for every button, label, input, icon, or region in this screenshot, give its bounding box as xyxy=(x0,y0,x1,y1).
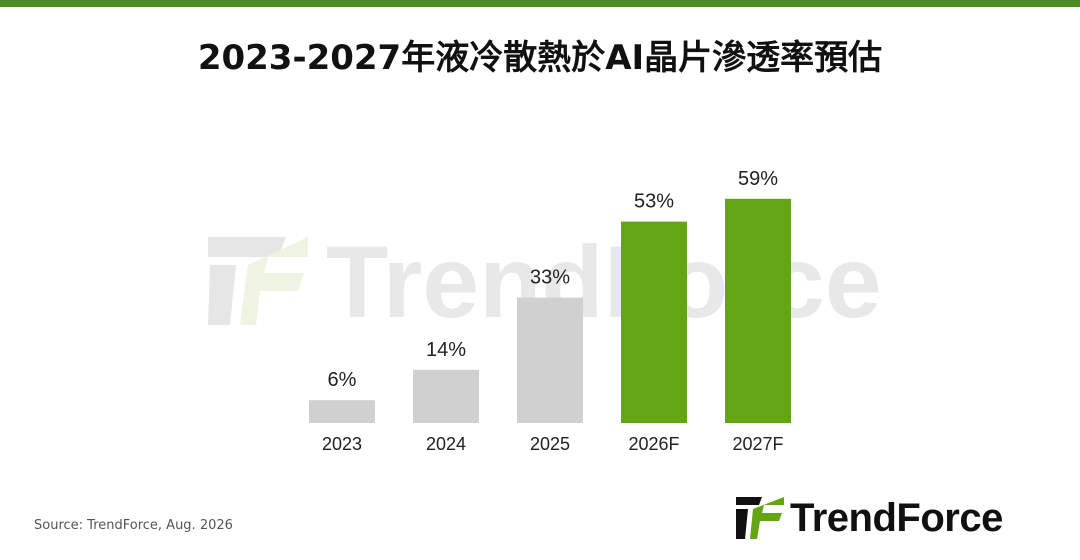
x-tick-label-2023: 2023 xyxy=(322,434,362,454)
source-note: Source: TrendForce, Aug. 2026 xyxy=(34,518,233,533)
watermark-mark-icon xyxy=(208,237,308,325)
bar-2026f xyxy=(621,221,687,423)
x-tick-label-2026f: 2026F xyxy=(628,434,679,454)
value-label-2026f: 53% xyxy=(634,191,674,213)
x-tick-label-2025: 2025 xyxy=(530,434,570,454)
x-tick-label-2027f: 2027F xyxy=(732,434,783,454)
bar-2023 xyxy=(309,400,375,423)
bar-2027f xyxy=(725,198,791,423)
chart-title: 2023-2027年液冷散熱於AI晶片滲透率預估 xyxy=(197,38,883,78)
value-label-2027f: 59% xyxy=(738,168,778,190)
value-label-2025: 33% xyxy=(530,267,570,289)
bar-2025 xyxy=(517,297,583,423)
value-label-2024: 14% xyxy=(426,339,466,361)
logo-text: TrendForce xyxy=(790,495,1003,540)
bar-2024 xyxy=(413,369,479,423)
trendforce-mark-icon xyxy=(736,497,784,539)
top-accent-bar xyxy=(0,0,1080,7)
trendforce-logo: TrendForce xyxy=(736,492,1003,544)
value-label-2023: 6% xyxy=(328,369,357,391)
x-tick-label-2024: 2024 xyxy=(426,434,466,454)
